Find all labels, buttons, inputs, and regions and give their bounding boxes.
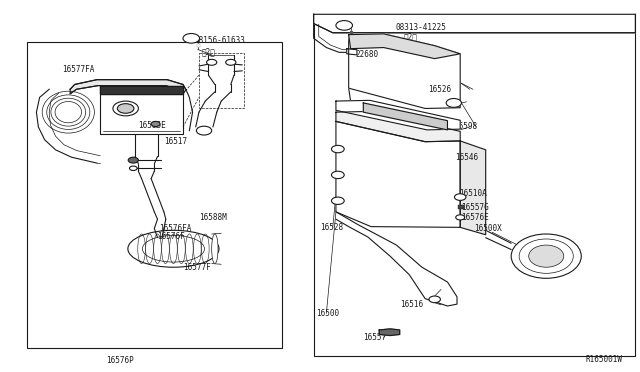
Text: 16500: 16500 bbox=[316, 309, 339, 318]
Ellipse shape bbox=[529, 245, 564, 267]
Circle shape bbox=[128, 157, 138, 163]
Ellipse shape bbox=[511, 234, 581, 278]
Polygon shape bbox=[349, 34, 460, 59]
Polygon shape bbox=[349, 34, 460, 109]
Polygon shape bbox=[364, 103, 447, 130]
Text: S: S bbox=[342, 23, 346, 28]
Circle shape bbox=[113, 101, 138, 116]
Polygon shape bbox=[314, 14, 636, 33]
Text: R165001W: R165001W bbox=[586, 355, 623, 364]
Polygon shape bbox=[70, 80, 186, 94]
Text: 16546: 16546 bbox=[455, 153, 478, 162]
Polygon shape bbox=[380, 329, 399, 336]
Text: 08156-61633: 08156-61633 bbox=[195, 36, 245, 45]
Polygon shape bbox=[336, 100, 460, 130]
Circle shape bbox=[117, 104, 134, 113]
Circle shape bbox=[332, 171, 344, 179]
Circle shape bbox=[332, 145, 344, 153]
Circle shape bbox=[332, 197, 344, 205]
Text: 16598: 16598 bbox=[454, 122, 477, 131]
Text: 16557: 16557 bbox=[364, 333, 387, 342]
Text: 16526: 16526 bbox=[428, 85, 451, 94]
Circle shape bbox=[446, 99, 461, 108]
Text: （2）: （2） bbox=[202, 48, 216, 57]
Text: 22680: 22680 bbox=[356, 51, 379, 60]
Polygon shape bbox=[347, 49, 357, 55]
Ellipse shape bbox=[212, 234, 218, 263]
Polygon shape bbox=[336, 121, 460, 227]
Circle shape bbox=[456, 215, 465, 220]
Circle shape bbox=[129, 166, 137, 170]
Polygon shape bbox=[460, 141, 486, 235]
Text: 16500X: 16500X bbox=[474, 224, 502, 233]
Polygon shape bbox=[100, 86, 183, 134]
Text: 16557G: 16557G bbox=[461, 202, 489, 212]
Text: 16576E: 16576E bbox=[461, 213, 489, 222]
Circle shape bbox=[336, 20, 353, 30]
Text: 16576F: 16576F bbox=[157, 232, 185, 241]
Bar bbox=[27, 42, 282, 349]
Text: 16516: 16516 bbox=[399, 300, 423, 310]
Circle shape bbox=[151, 121, 160, 126]
Text: 16577F: 16577F bbox=[183, 263, 211, 272]
Text: 16510A: 16510A bbox=[459, 189, 486, 198]
Text: （2）: （2） bbox=[404, 32, 418, 41]
Text: 08313-41225: 08313-41225 bbox=[395, 23, 446, 32]
Circle shape bbox=[196, 126, 212, 135]
Bar bbox=[314, 14, 636, 356]
Text: 16588M: 16588M bbox=[199, 213, 227, 222]
Circle shape bbox=[226, 60, 236, 65]
Circle shape bbox=[183, 33, 200, 43]
Text: 16576FA: 16576FA bbox=[159, 224, 192, 233]
Text: 16517: 16517 bbox=[164, 137, 187, 146]
Circle shape bbox=[429, 296, 440, 303]
Text: 16576P: 16576P bbox=[106, 356, 134, 365]
Circle shape bbox=[454, 194, 466, 201]
Polygon shape bbox=[336, 112, 460, 142]
Bar bbox=[458, 205, 464, 209]
Text: 16585E: 16585E bbox=[138, 121, 166, 129]
Text: 16577FA: 16577FA bbox=[62, 65, 94, 74]
Text: 16528: 16528 bbox=[320, 223, 343, 232]
Text: B: B bbox=[189, 36, 193, 41]
Polygon shape bbox=[100, 86, 183, 94]
Circle shape bbox=[207, 60, 217, 65]
